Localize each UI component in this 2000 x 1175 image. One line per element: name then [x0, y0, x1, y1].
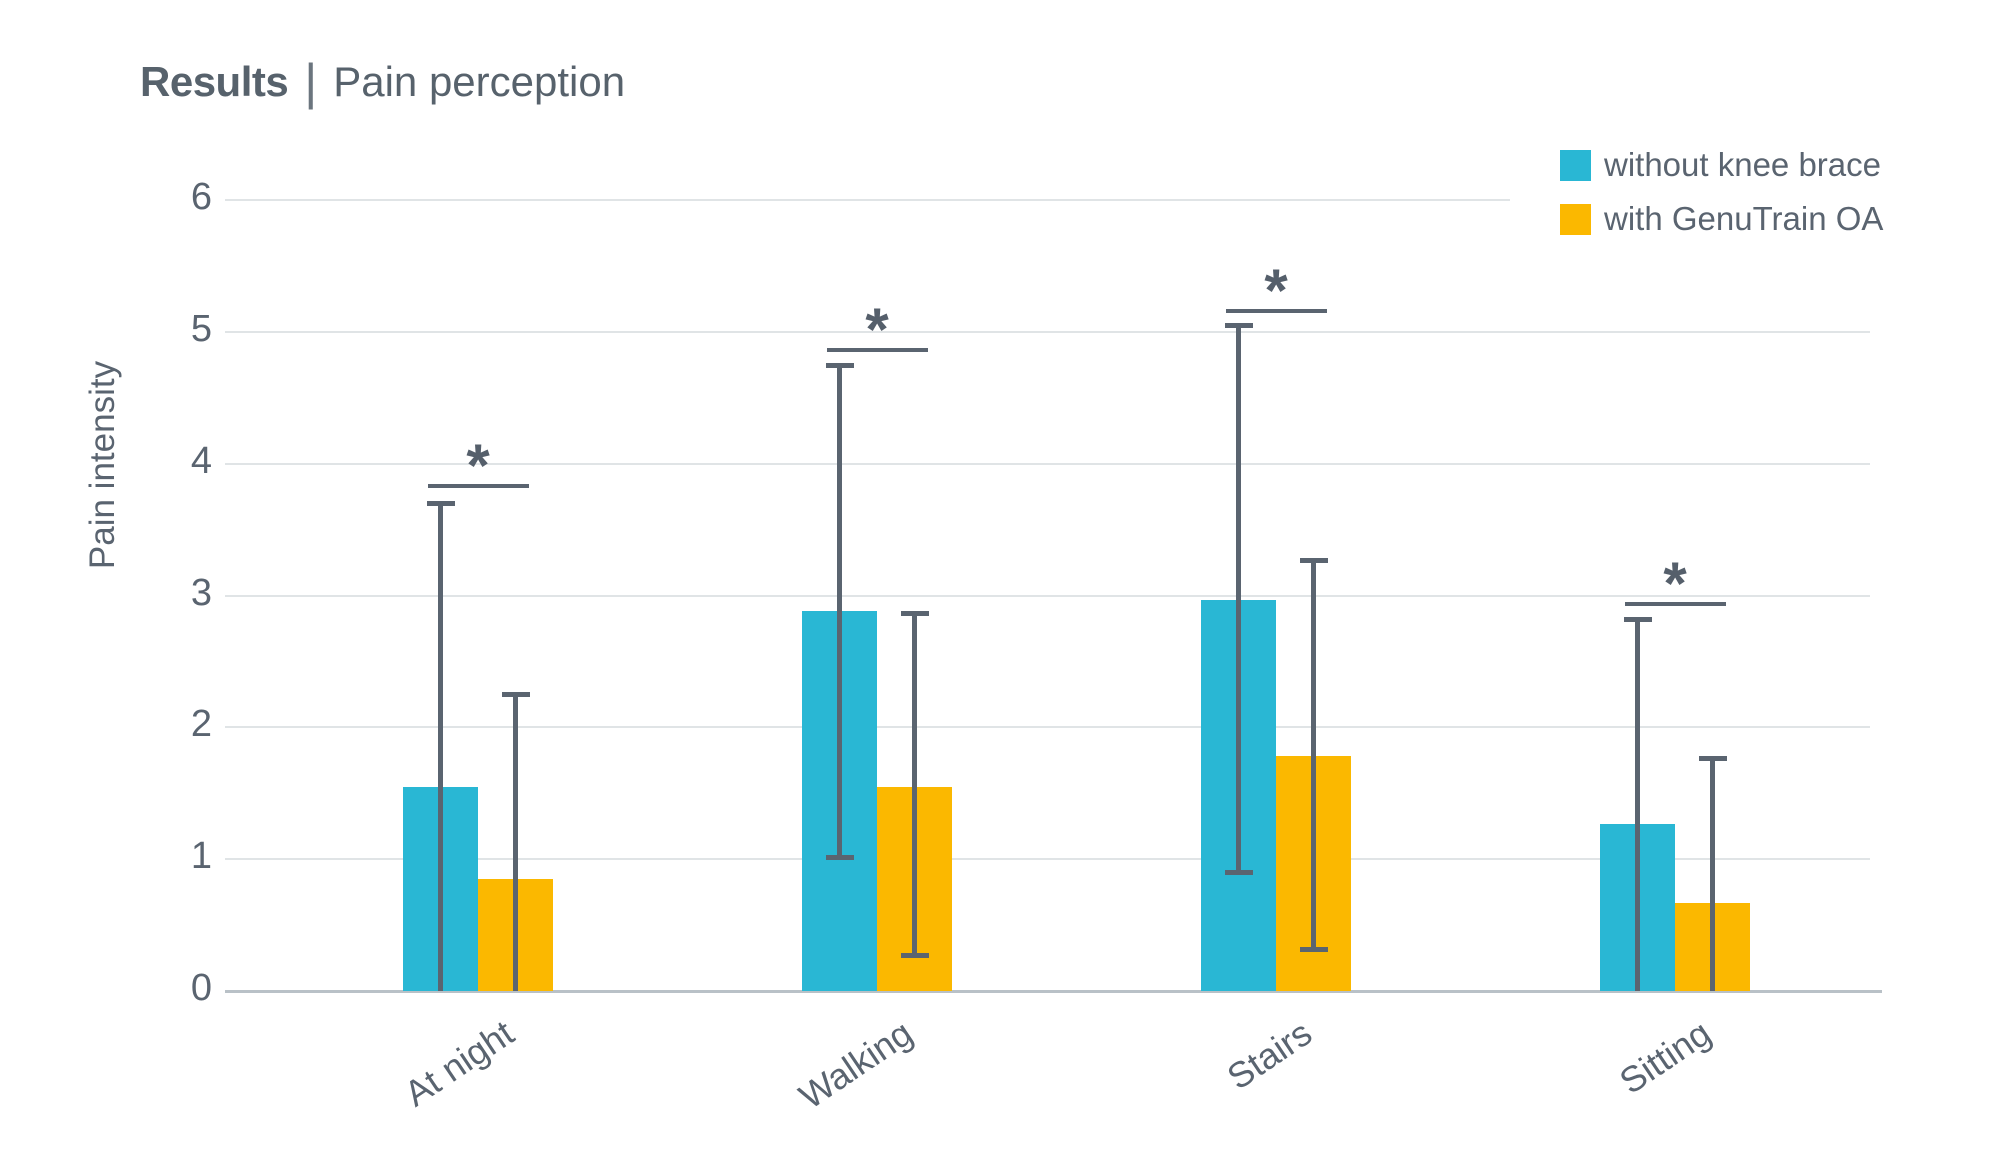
gridline — [225, 858, 1870, 861]
error-bar-bottom-cap — [1299, 946, 1328, 952]
significance-asterisk-at-night: * — [466, 432, 490, 500]
x-axis-baseline — [225, 990, 1882, 993]
x-axis-label-walking: Walking — [791, 1012, 920, 1117]
legend-item-with-genutrain-oa: with GenuTrain OA — [1560, 200, 1883, 238]
legend-item-without-knee-brace: without knee brace — [1560, 146, 1883, 184]
title-subtitle: Pain perception — [333, 58, 626, 105]
error-bar-with-genutrain-oa-at-night — [513, 694, 518, 991]
error-bar-top-cap — [426, 501, 455, 507]
error-bar-with-genutrain-oa-stairs — [1311, 560, 1316, 949]
error-bar-without-knee-brace-sitting — [1635, 619, 1640, 991]
x-axis-label-at-night: At night — [396, 1012, 521, 1115]
significance-line-sitting — [1624, 601, 1726, 606]
error-bar-bottom-cap — [825, 854, 854, 860]
y-tick-label-0: 0 — [190, 967, 212, 1009]
error-bar-top-cap — [825, 362, 854, 368]
gridline — [225, 331, 1870, 333]
gridline — [225, 462, 1870, 465]
significance-line-stairs — [1225, 308, 1327, 313]
legend-swatch-cyan — [1560, 149, 1591, 181]
y-tick-label-5: 5 — [190, 308, 212, 350]
error-bar-top-cap — [501, 692, 530, 698]
significance-asterisk-sitting: * — [1663, 549, 1687, 617]
y-tick-label-2: 2 — [190, 703, 212, 746]
error-bar-top-cap — [1299, 558, 1328, 563]
error-bar-top-cap — [900, 610, 929, 616]
error-bar-with-genutrain-oa-walking — [912, 612, 917, 956]
title-results: Results — [140, 58, 289, 105]
legend-label-with-genutrain-oa: with GenuTrain OA — [1604, 200, 1884, 237]
x-axis-label-sitting: Sitting — [1612, 1012, 1718, 1102]
significance-line-at-night — [427, 484, 529, 489]
gridline — [225, 594, 1870, 597]
error-bar-without-knee-brace-stairs — [1236, 325, 1241, 873]
y-tick-label-1: 1 — [190, 835, 212, 878]
error-bar-bottom-cap — [900, 953, 929, 959]
significance-asterisk-walking: * — [865, 296, 889, 364]
error-bar-top-cap — [1698, 755, 1727, 761]
y-tick-label-6: 6 — [190, 176, 212, 219]
y-tick-label-3: 3 — [190, 571, 212, 614]
error-bar-without-knee-brace-at-night — [438, 503, 443, 991]
error-bar-top-cap — [1623, 617, 1652, 623]
legend: without knee brace with GenuTrain OA — [1560, 146, 1883, 238]
error-bar-without-knee-brace-walking — [837, 364, 842, 857]
gridline — [225, 199, 1510, 202]
y-tick-label-4: 4 — [190, 439, 212, 482]
error-bar-top-cap — [1224, 323, 1253, 329]
title-separator-bar: | — [304, 54, 318, 110]
gridline — [225, 726, 1870, 729]
x-axis-label-stairs: Stairs — [1219, 1012, 1319, 1098]
significance-line-walking — [826, 348, 928, 353]
error-bar-bottom-cap — [1224, 870, 1253, 876]
error-bar-with-genutrain-oa-sitting — [1710, 757, 1715, 991]
legend-swatch-yellow — [1560, 203, 1591, 235]
significance-asterisk-stairs: * — [1264, 256, 1288, 324]
legend-label-without-knee-brace: without knee brace — [1604, 146, 1882, 183]
chart-title: Results | Pain perception — [140, 50, 626, 110]
